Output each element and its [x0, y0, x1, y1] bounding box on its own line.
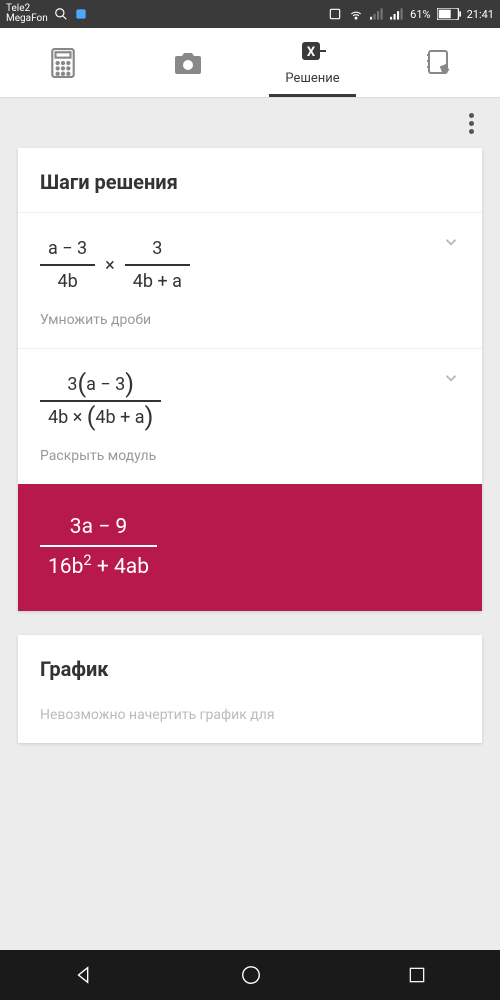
wifi-icon — [348, 7, 364, 21]
steps-card-title: Шаги решения — [18, 148, 482, 212]
content-area: Шаги решения a − 3 4b × 3 4b + a Умножит… — [0, 98, 500, 950]
result-den-exp: 2 — [83, 551, 91, 569]
result-den-b: + 4ab — [92, 555, 149, 579]
tab-bookmarks[interactable] — [375, 28, 500, 97]
status-left: Tele2 MegaFon — [6, 4, 88, 24]
android-nav-bar — [0, 950, 500, 1000]
battery-text: 61% — [410, 8, 430, 21]
result-block: 3a − 9 16b2 + 4ab — [18, 484, 482, 612]
signal-2-icon — [390, 8, 404, 20]
content-topbar — [18, 98, 482, 148]
clock: 21:41 — [467, 8, 494, 21]
back-button[interactable] — [73, 964, 95, 986]
step1-f1-num: a − 3 — [40, 233, 95, 264]
chevron-down-icon — [442, 233, 460, 251]
carrier-labels: Tele2 MegaFon — [6, 4, 48, 24]
svg-text:X: X — [306, 45, 315, 60]
step1-f2-den: 4b + a — [125, 266, 190, 297]
step-2-hint: Раскрыть модуль — [40, 448, 460, 464]
tab-camera[interactable] — [125, 28, 250, 97]
home-button[interactable] — [240, 964, 262, 986]
status-right: 61% 21:41 — [328, 7, 494, 21]
step2-num-pre: 3 — [67, 374, 77, 395]
overflow-menu[interactable] — [461, 105, 482, 142]
step2-den-pre: 4b × — [48, 407, 82, 428]
battery-icon — [437, 8, 461, 20]
bookmark-icon — [425, 49, 451, 77]
signal-1-icon — [370, 8, 384, 20]
graph-card-title: График — [18, 635, 482, 699]
step2-den-inner: 4b + a — [95, 407, 144, 428]
camera-icon — [173, 50, 203, 76]
step2-num-inner: a − 3 — [86, 374, 125, 395]
chevron-down-icon — [442, 369, 460, 387]
tab-solution[interactable]: X Решение — [250, 28, 375, 97]
step-2-expression: 3(a − 3) 4b × (4b + a) — [40, 369, 460, 434]
calculator-icon — [50, 48, 76, 78]
step-1-hint: Умножить дроби — [40, 312, 460, 328]
tab-bar: X Решение — [0, 28, 500, 98]
solution-icon: X — [299, 39, 327, 67]
graph-card: График Невозможно начертить график для — [18, 635, 482, 743]
step-1[interactable]: a − 3 4b × 3 4b + a Умножить дроби — [18, 212, 482, 348]
steps-card: Шаги решения a − 3 4b × 3 4b + a Умножит… — [18, 148, 482, 611]
result-expression: 3a − 9 16b2 + 4ab — [40, 510, 460, 586]
shield-icon — [74, 7, 88, 21]
step1-f1-den: 4b — [49, 266, 85, 297]
tab-solution-label: Решение — [285, 71, 339, 86]
status-bar: Tele2 MegaFon 61% 21:41 — [0, 0, 500, 28]
recents-button[interactable] — [407, 965, 427, 985]
result-den-a: 16b — [48, 555, 83, 579]
step1-f2-num: 3 — [144, 233, 170, 264]
tab-calculator[interactable] — [0, 28, 125, 97]
step-1-expression: a − 3 4b × 3 4b + a — [40, 233, 460, 298]
search-icon — [54, 7, 68, 21]
graph-message: Невозможно начертить график для — [18, 699, 482, 743]
step1-op: × — [105, 255, 115, 276]
result-num: 3a − 9 — [62, 510, 135, 545]
step-2[interactable]: 3(a − 3) 4b × (4b + a) Раскрыть модуль — [18, 348, 482, 484]
nfc-icon — [328, 7, 342, 21]
carrier-2: MegaFon — [6, 14, 48, 24]
